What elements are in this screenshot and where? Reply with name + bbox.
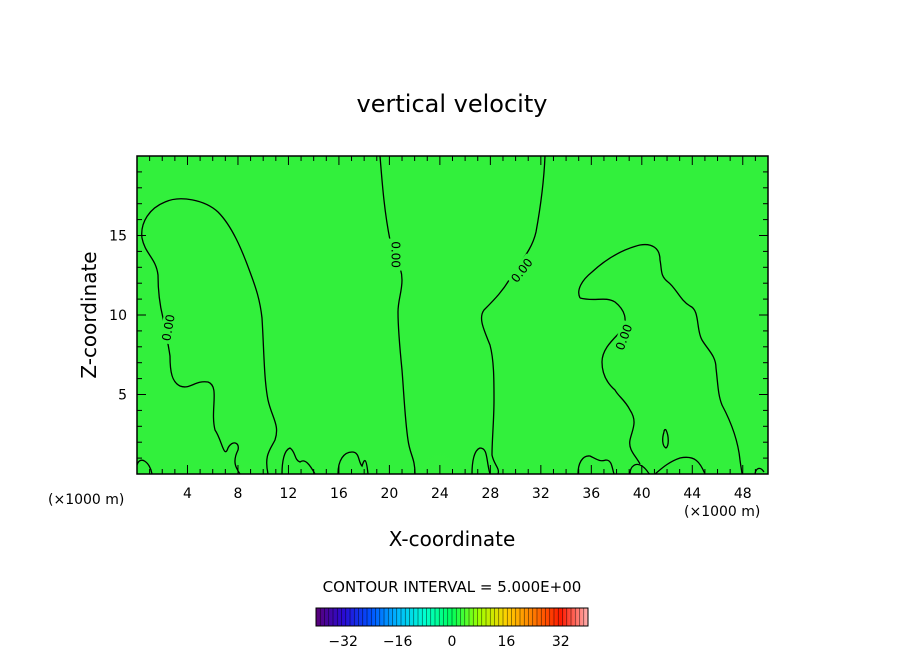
contour-label-bg (388, 238, 403, 271)
contour-label-bg (506, 253, 538, 288)
x-tick-label: 32 (532, 486, 550, 502)
colorbar-frame (315, 607, 589, 627)
contour-labels: 0.000.000.000.00 (158, 238, 637, 355)
x-axis-label: X-coordinate (389, 527, 516, 551)
y-tick-label: 10 (109, 308, 127, 324)
contour-label-bg (612, 319, 637, 355)
field-shading (200, 280, 768, 474)
x-tick-label: 36 (582, 486, 600, 502)
contour-label-bg (158, 310, 179, 345)
y-tick-label: 5 (118, 388, 127, 404)
x-tick-label: 28 (481, 486, 499, 502)
contour-value-label: 0.00 (159, 313, 177, 342)
x-tick-label: 8 (233, 486, 242, 502)
colorbar-tick-label: 16 (497, 634, 515, 650)
colorbar-tick-label: −16 (383, 634, 413, 650)
zero-contours (137, 156, 765, 474)
x-tick-label: 48 (734, 486, 752, 502)
x-tick-label: 44 (683, 486, 701, 502)
contour-mid-left (379, 156, 416, 474)
y-axis-ticks: 5 10 15 (109, 171, 768, 459)
x-tick-label: 12 (280, 486, 298, 502)
x-tick-label: 16 (330, 486, 348, 502)
colorbar-tick-label: −32 (328, 634, 358, 650)
x-unit-right: (×1000 m) (684, 504, 760, 520)
contour-bottom-wiggles (281, 447, 765, 474)
x-unit-left: (×1000 m) (48, 492, 124, 508)
colorbar-ticks: −32 −16 0 16 32 (328, 634, 569, 650)
y-axis-label: Z-coordinate (77, 251, 101, 378)
colorbar-tick-label: 0 (448, 634, 457, 650)
contour-value-label: 0.00 (389, 241, 403, 268)
contour-interval-text: CONTOUR INTERVAL = 5.000E+00 (323, 578, 582, 596)
colorbar-tick-label: 32 (552, 634, 570, 650)
contour-mid-right (480, 156, 546, 474)
x-axis-ticks: 4 8 12 16 20 24 28 32 36 40 44 48 (149, 156, 756, 502)
x-tick-label: 20 (380, 486, 398, 502)
colorbar (315, 607, 589, 627)
x-tick-label: 4 (183, 486, 192, 502)
contour-right-plume (578, 243, 743, 474)
y-tick-label: 15 (109, 229, 127, 245)
contour-left-plume (137, 198, 278, 474)
chart-title: vertical velocity (357, 90, 548, 118)
x-tick-label: 40 (633, 486, 651, 502)
contour-small-cell (662, 428, 669, 449)
x-tick-label: 24 (431, 486, 449, 502)
